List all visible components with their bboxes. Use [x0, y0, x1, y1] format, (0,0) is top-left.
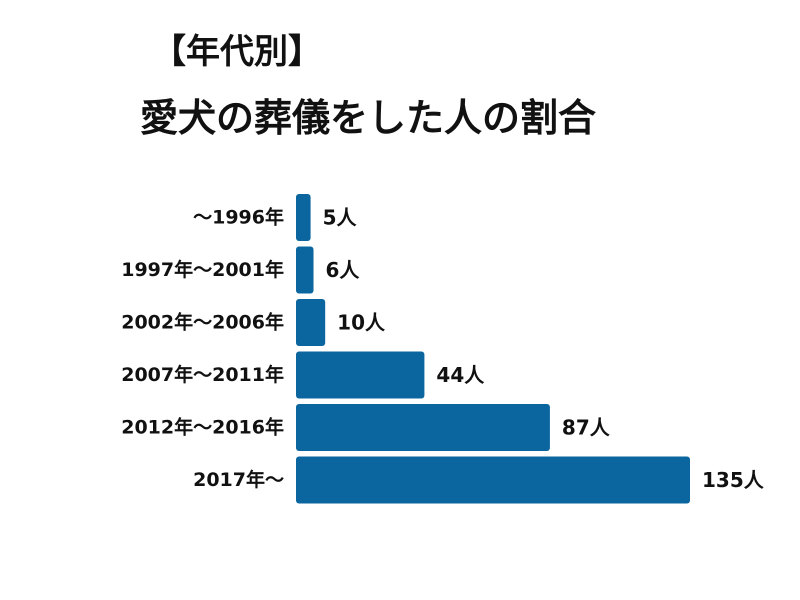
- value-label: 87人: [562, 416, 611, 440]
- chart-title-line-2: 愛犬の葬儀をした人の割合: [140, 96, 597, 140]
- category-label: 〜1996年: [193, 206, 284, 229]
- bar: [296, 299, 326, 346]
- chart-title-line-1: 【年代別】: [152, 32, 322, 72]
- value-label: 6人: [326, 258, 361, 282]
- bar: [296, 194, 311, 241]
- category-label: 2002年〜2006年: [121, 311, 284, 334]
- bar: [296, 456, 690, 504]
- value-label: 5人: [323, 206, 358, 230]
- bar: [296, 404, 550, 451]
- value-label: 135人: [702, 468, 765, 492]
- category-label: 2007年〜2011年: [121, 363, 284, 386]
- value-label: 44人: [436, 363, 485, 387]
- value-label: 10人: [337, 311, 386, 335]
- bar: [296, 246, 314, 294]
- category-label: 2012年〜2016年: [121, 416, 284, 439]
- bar: [296, 351, 425, 399]
- category-label: 2017年〜: [193, 468, 284, 491]
- category-label: 1997年〜2001年: [121, 258, 284, 281]
